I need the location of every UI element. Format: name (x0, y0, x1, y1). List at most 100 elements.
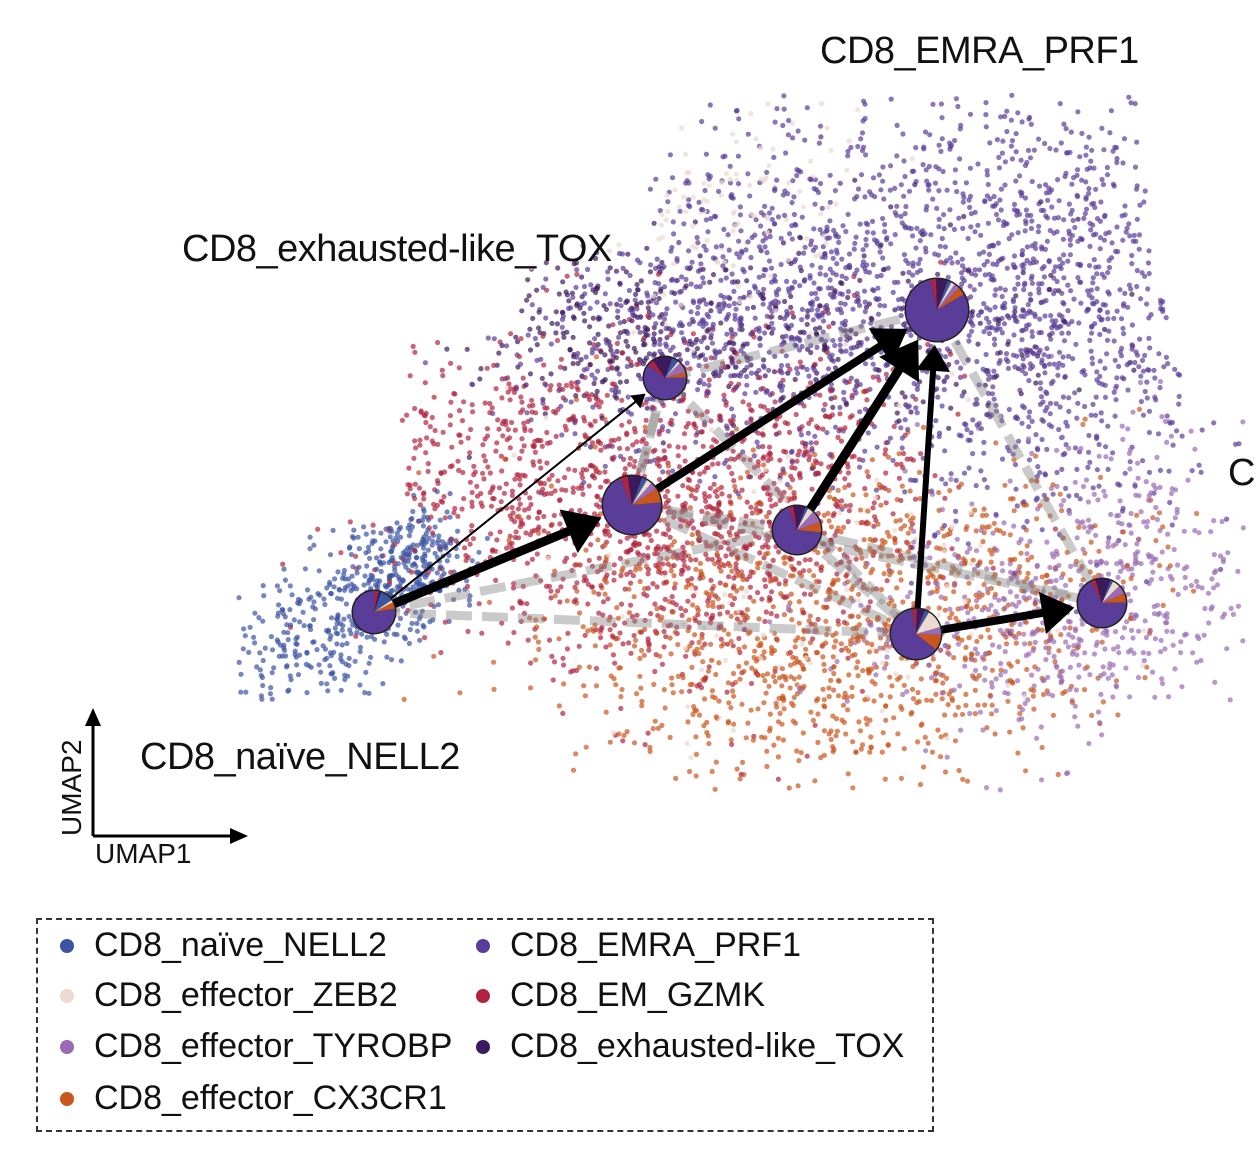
point-emra (1094, 369, 1100, 375)
point-cx3cr1 (856, 622, 863, 628)
point-emra (1058, 323, 1064, 329)
point-emra (560, 313, 567, 319)
point-gzmk (721, 392, 727, 398)
point-gzmk (636, 467, 642, 473)
point-emra (745, 239, 751, 245)
point-emra (870, 230, 876, 236)
point-emra (981, 329, 987, 335)
point-naive (314, 647, 320, 653)
point-emra (1055, 177, 1061, 183)
point-tyrobp (1014, 574, 1020, 580)
point-gzmk (820, 426, 826, 432)
point-tyrobp (1076, 568, 1082, 574)
point-emra (993, 511, 999, 517)
point-emra (674, 277, 681, 283)
point-zeb2 (722, 592, 728, 598)
point-emra (1069, 318, 1075, 325)
point-gzmk (640, 552, 647, 558)
point-emra (1134, 139, 1140, 145)
point-zeb2 (680, 194, 687, 200)
point-naive (372, 636, 378, 642)
point-emra (787, 231, 793, 237)
point-cx3cr1 (887, 694, 893, 700)
point-naive (337, 620, 343, 627)
point-tox (499, 342, 505, 349)
point-naive (330, 527, 336, 534)
point-tyrobp (1205, 590, 1212, 596)
point-gzmk (815, 470, 821, 476)
point-cx3cr1 (863, 716, 869, 722)
point-gzmk (511, 629, 517, 636)
point-naive (425, 547, 431, 553)
point-cx3cr1 (626, 610, 633, 616)
point-gzmk (423, 419, 429, 426)
point-emra (892, 185, 898, 191)
point-gzmk (724, 689, 730, 695)
point-naive (268, 634, 274, 640)
point-tox (651, 220, 657, 226)
point-tox (614, 348, 620, 355)
point-cx3cr1 (662, 705, 668, 711)
point-gzmk (655, 613, 661, 619)
point-emra (1008, 143, 1015, 149)
point-gzmk (579, 485, 585, 492)
point-emra (1026, 378, 1032, 384)
point-tox (601, 303, 607, 309)
point-zeb2 (818, 211, 824, 217)
point-emra (1011, 201, 1018, 207)
point-tyrobp (1076, 674, 1082, 680)
point-gzmk (482, 458, 488, 464)
point-tyrobp (1085, 529, 1091, 535)
point-gzmk (882, 451, 888, 457)
point-gzmk (551, 572, 557, 578)
point-tox (817, 303, 823, 309)
point-gzmk (883, 447, 889, 453)
point-tox (985, 402, 991, 409)
point-emra (661, 284, 668, 290)
point-emra (923, 207, 929, 213)
point-cx3cr1 (982, 702, 988, 708)
point-emra (653, 300, 660, 306)
point-emra (1146, 248, 1152, 254)
point-emra (860, 247, 866, 253)
point-tox (1061, 318, 1067, 324)
point-tyrobp (1051, 653, 1057, 660)
point-naive (296, 601, 302, 607)
point-naive (484, 535, 490, 542)
point-emra (1090, 300, 1096, 307)
point-naive (338, 652, 344, 658)
point-emra (816, 286, 822, 292)
point-naive (363, 550, 369, 556)
point-cx3cr1 (689, 540, 695, 547)
point-gzmk (747, 407, 754, 413)
point-zeb2 (743, 588, 749, 595)
point-naive (338, 596, 344, 602)
point-tox (1035, 372, 1041, 378)
point-emra (997, 326, 1003, 332)
point-gzmk (703, 551, 709, 558)
point-cx3cr1 (768, 645, 775, 651)
point-cx3cr1 (988, 559, 994, 565)
point-naive (350, 564, 356, 570)
point-tyrobp (1175, 562, 1181, 568)
point-tyrobp (1119, 635, 1126, 641)
point-emra (727, 163, 733, 169)
point-emra (737, 204, 744, 210)
point-emra (1114, 155, 1120, 162)
point-gzmk (839, 498, 845, 504)
point-cx3cr1 (907, 488, 913, 494)
point-emra (976, 382, 982, 388)
point-emra (972, 401, 978, 407)
point-emra (760, 273, 767, 279)
point-gzmk (849, 413, 855, 419)
point-emra (736, 238, 742, 244)
point-emra (722, 302, 728, 308)
point-emra (819, 205, 825, 211)
point-cx3cr1 (1023, 619, 1029, 625)
point-emra (920, 162, 926, 168)
point-gzmk (507, 397, 513, 403)
point-cx3cr1 (791, 676, 798, 682)
point-emra (1021, 405, 1027, 411)
point-emra (746, 289, 753, 295)
point-emra (902, 489, 908, 495)
